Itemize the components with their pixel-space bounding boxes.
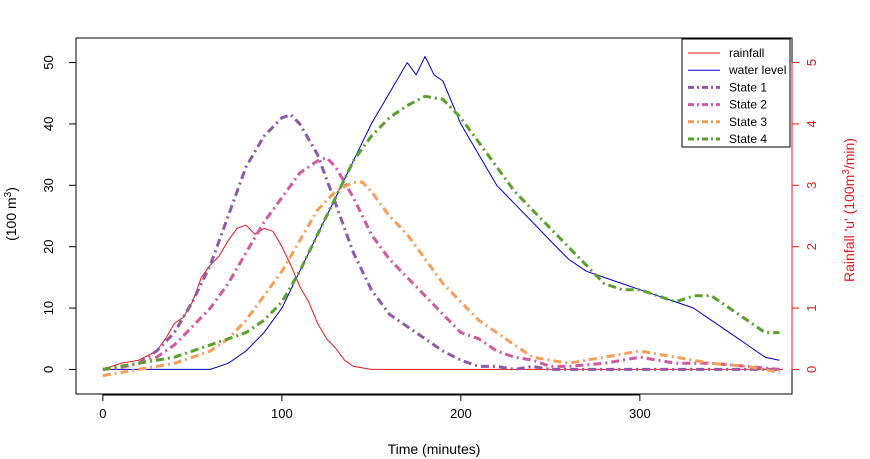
y-left-tick-label: 30 [41, 178, 56, 192]
y-left-tick-label: 10 [41, 301, 56, 315]
legend-label: State 3 [729, 115, 767, 129]
y-left-tick-label: 40 [41, 117, 56, 131]
legend-label: State 4 [729, 132, 767, 146]
y-right-tick-label: 0 [804, 366, 819, 373]
legend-label: water level [728, 63, 786, 77]
legend: rainfall water level State 1 State 2 State 3… [681, 38, 791, 148]
y-left-tick-label: 20 [41, 239, 56, 253]
series-state-1 [102, 113, 780, 371]
y-right-tick-label: 5 [804, 59, 819, 66]
x-tick-label: 300 [629, 406, 651, 421]
x-tick-label: 100 [271, 406, 293, 421]
series-rainfall [102, 224, 784, 370]
legend-box [681, 38, 791, 148]
series-state-3 [102, 180, 780, 378]
y-axis-label-right: Rainfall 'u' (100m3/min) [841, 138, 857, 282]
series-water-level [102, 55, 780, 370]
x-tick-label: 0 [99, 406, 106, 421]
y-right-tick-label: 2 [804, 243, 819, 250]
y-right-tick-label: 3 [804, 182, 819, 189]
y-right-tick-label: 1 [804, 304, 819, 311]
series-state-4 [102, 94, 780, 371]
legend-label: State 1 [729, 80, 767, 94]
y-left-tick-label: 0 [41, 366, 56, 373]
x-axis-label: Time (minutes) [388, 441, 481, 457]
legend-label: State 2 [729, 98, 767, 112]
y-left-tick-label: 50 [41, 55, 56, 69]
y-right-tick-label: 4 [804, 120, 819, 127]
series-state-2 [102, 156, 780, 371]
y-axis-label-left: (100 m3) [3, 187, 19, 241]
x-tick-label: 200 [450, 406, 472, 421]
legend-label: rainfall [729, 46, 764, 60]
